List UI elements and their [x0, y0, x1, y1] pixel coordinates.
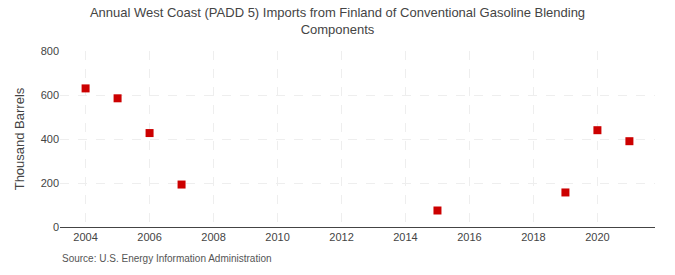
svg-text:2004: 2004 [73, 231, 97, 243]
svg-text:2018: 2018 [521, 231, 545, 243]
svg-text:0: 0 [53, 221, 59, 233]
svg-text:200: 200 [41, 177, 59, 189]
svg-text:600: 600 [41, 89, 59, 101]
svg-text:2014: 2014 [393, 231, 417, 243]
svg-text:Thousand Barrels: Thousand Barrels [12, 87, 27, 190]
svg-text:Annual West Coast (PADD 5) Imp: Annual West Coast (PADD 5) Imports from … [90, 5, 585, 37]
svg-text:800: 800 [41, 45, 59, 57]
svg-text:2006: 2006 [137, 231, 161, 243]
svg-text:2016: 2016 [457, 231, 481, 243]
svg-text:2010: 2010 [265, 231, 289, 243]
svg-text:2008: 2008 [201, 231, 225, 243]
svg-text:2012: 2012 [329, 231, 353, 243]
svg-text:Source: U.S. Energy Informatio: Source: U.S. Energy Information Administ… [62, 253, 272, 264]
svg-text:400: 400 [41, 133, 59, 145]
svg-text:2020: 2020 [585, 231, 609, 243]
